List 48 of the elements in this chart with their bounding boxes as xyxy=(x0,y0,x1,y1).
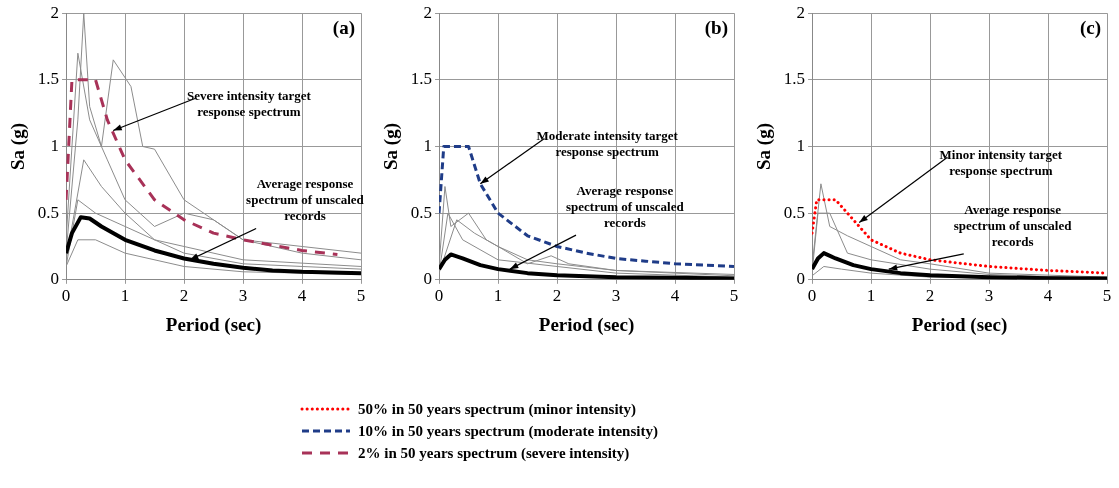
x-tick-label: 1 xyxy=(120,286,130,306)
y-tick-label: 1.5 xyxy=(37,69,60,89)
y-tick-label: 0.5 xyxy=(410,202,433,222)
x-tick-label: 2 xyxy=(552,286,562,306)
y-axis-title: Sa (g) xyxy=(7,123,30,170)
y-tick-label: 0 xyxy=(796,269,806,289)
x-tick-label: 5 xyxy=(729,286,739,306)
y-tick-label: 1.5 xyxy=(410,69,433,89)
chart-title: (a) xyxy=(332,16,355,39)
x-tick-label: 3 xyxy=(611,286,621,306)
y-tick-label: 1 xyxy=(423,135,433,155)
y-tick-label: 1 xyxy=(796,135,806,155)
x-axis-title: Period (sec) xyxy=(538,313,635,336)
y-tick-label: 2 xyxy=(50,2,60,22)
x-tick-label: 3 xyxy=(238,286,248,306)
y-axis-title: Sa (g) xyxy=(380,123,403,170)
chart-title: (c) xyxy=(1079,16,1101,39)
y-tick-label: 2 xyxy=(423,2,433,22)
y-tick-label: 0 xyxy=(423,269,433,289)
x-tick-label: 4 xyxy=(1043,286,1053,306)
y-tick-label: 0 xyxy=(50,269,60,289)
x-axis-title: Period (sec) xyxy=(165,313,262,336)
legend-label: 50% in 50 years spectrum (minor intensity) xyxy=(358,400,637,418)
x-tick-label: 2 xyxy=(925,286,935,306)
y-tick-label: 2 xyxy=(796,2,806,22)
x-tick-label: 5 xyxy=(1102,286,1112,306)
x-axis-title: Period (sec) xyxy=(911,313,1008,336)
legend-label: 10% in 50 years spectrum (moderate intensity) xyxy=(358,422,658,440)
y-axis-title: Sa (g) xyxy=(753,123,776,170)
x-tick-label: 1 xyxy=(866,286,876,306)
y-tick-label: 1 xyxy=(50,135,60,155)
x-tick-label: 1 xyxy=(493,286,503,306)
x-tick-label: 3 xyxy=(984,286,994,306)
annotation: Average response spectrum of unscaled records xyxy=(953,201,1073,249)
y-tick-label: 0.5 xyxy=(37,202,60,222)
annotation: Average response spectrum of unscaled records xyxy=(246,176,365,224)
chart-title: (b) xyxy=(704,16,728,39)
annotation: Average response spectrum of unscaled records xyxy=(566,183,685,231)
x-tick-label: 4 xyxy=(670,286,680,306)
y-tick-label: 1.5 xyxy=(783,69,806,89)
x-tick-label: 4 xyxy=(297,286,307,306)
y-tick-label: 0.5 xyxy=(783,202,806,222)
annotation: Moderate intensity target response spectrum xyxy=(536,128,679,160)
annotation: Severe intensity target response spectrum xyxy=(186,88,312,120)
legend-label: 2% in 50 years spectrum (severe intensity) xyxy=(358,444,630,462)
annotation: Minor intensity target response spectrum xyxy=(939,147,1063,179)
x-tick-label: 2 xyxy=(179,286,189,306)
x-tick-label: 5 xyxy=(356,286,366,306)
